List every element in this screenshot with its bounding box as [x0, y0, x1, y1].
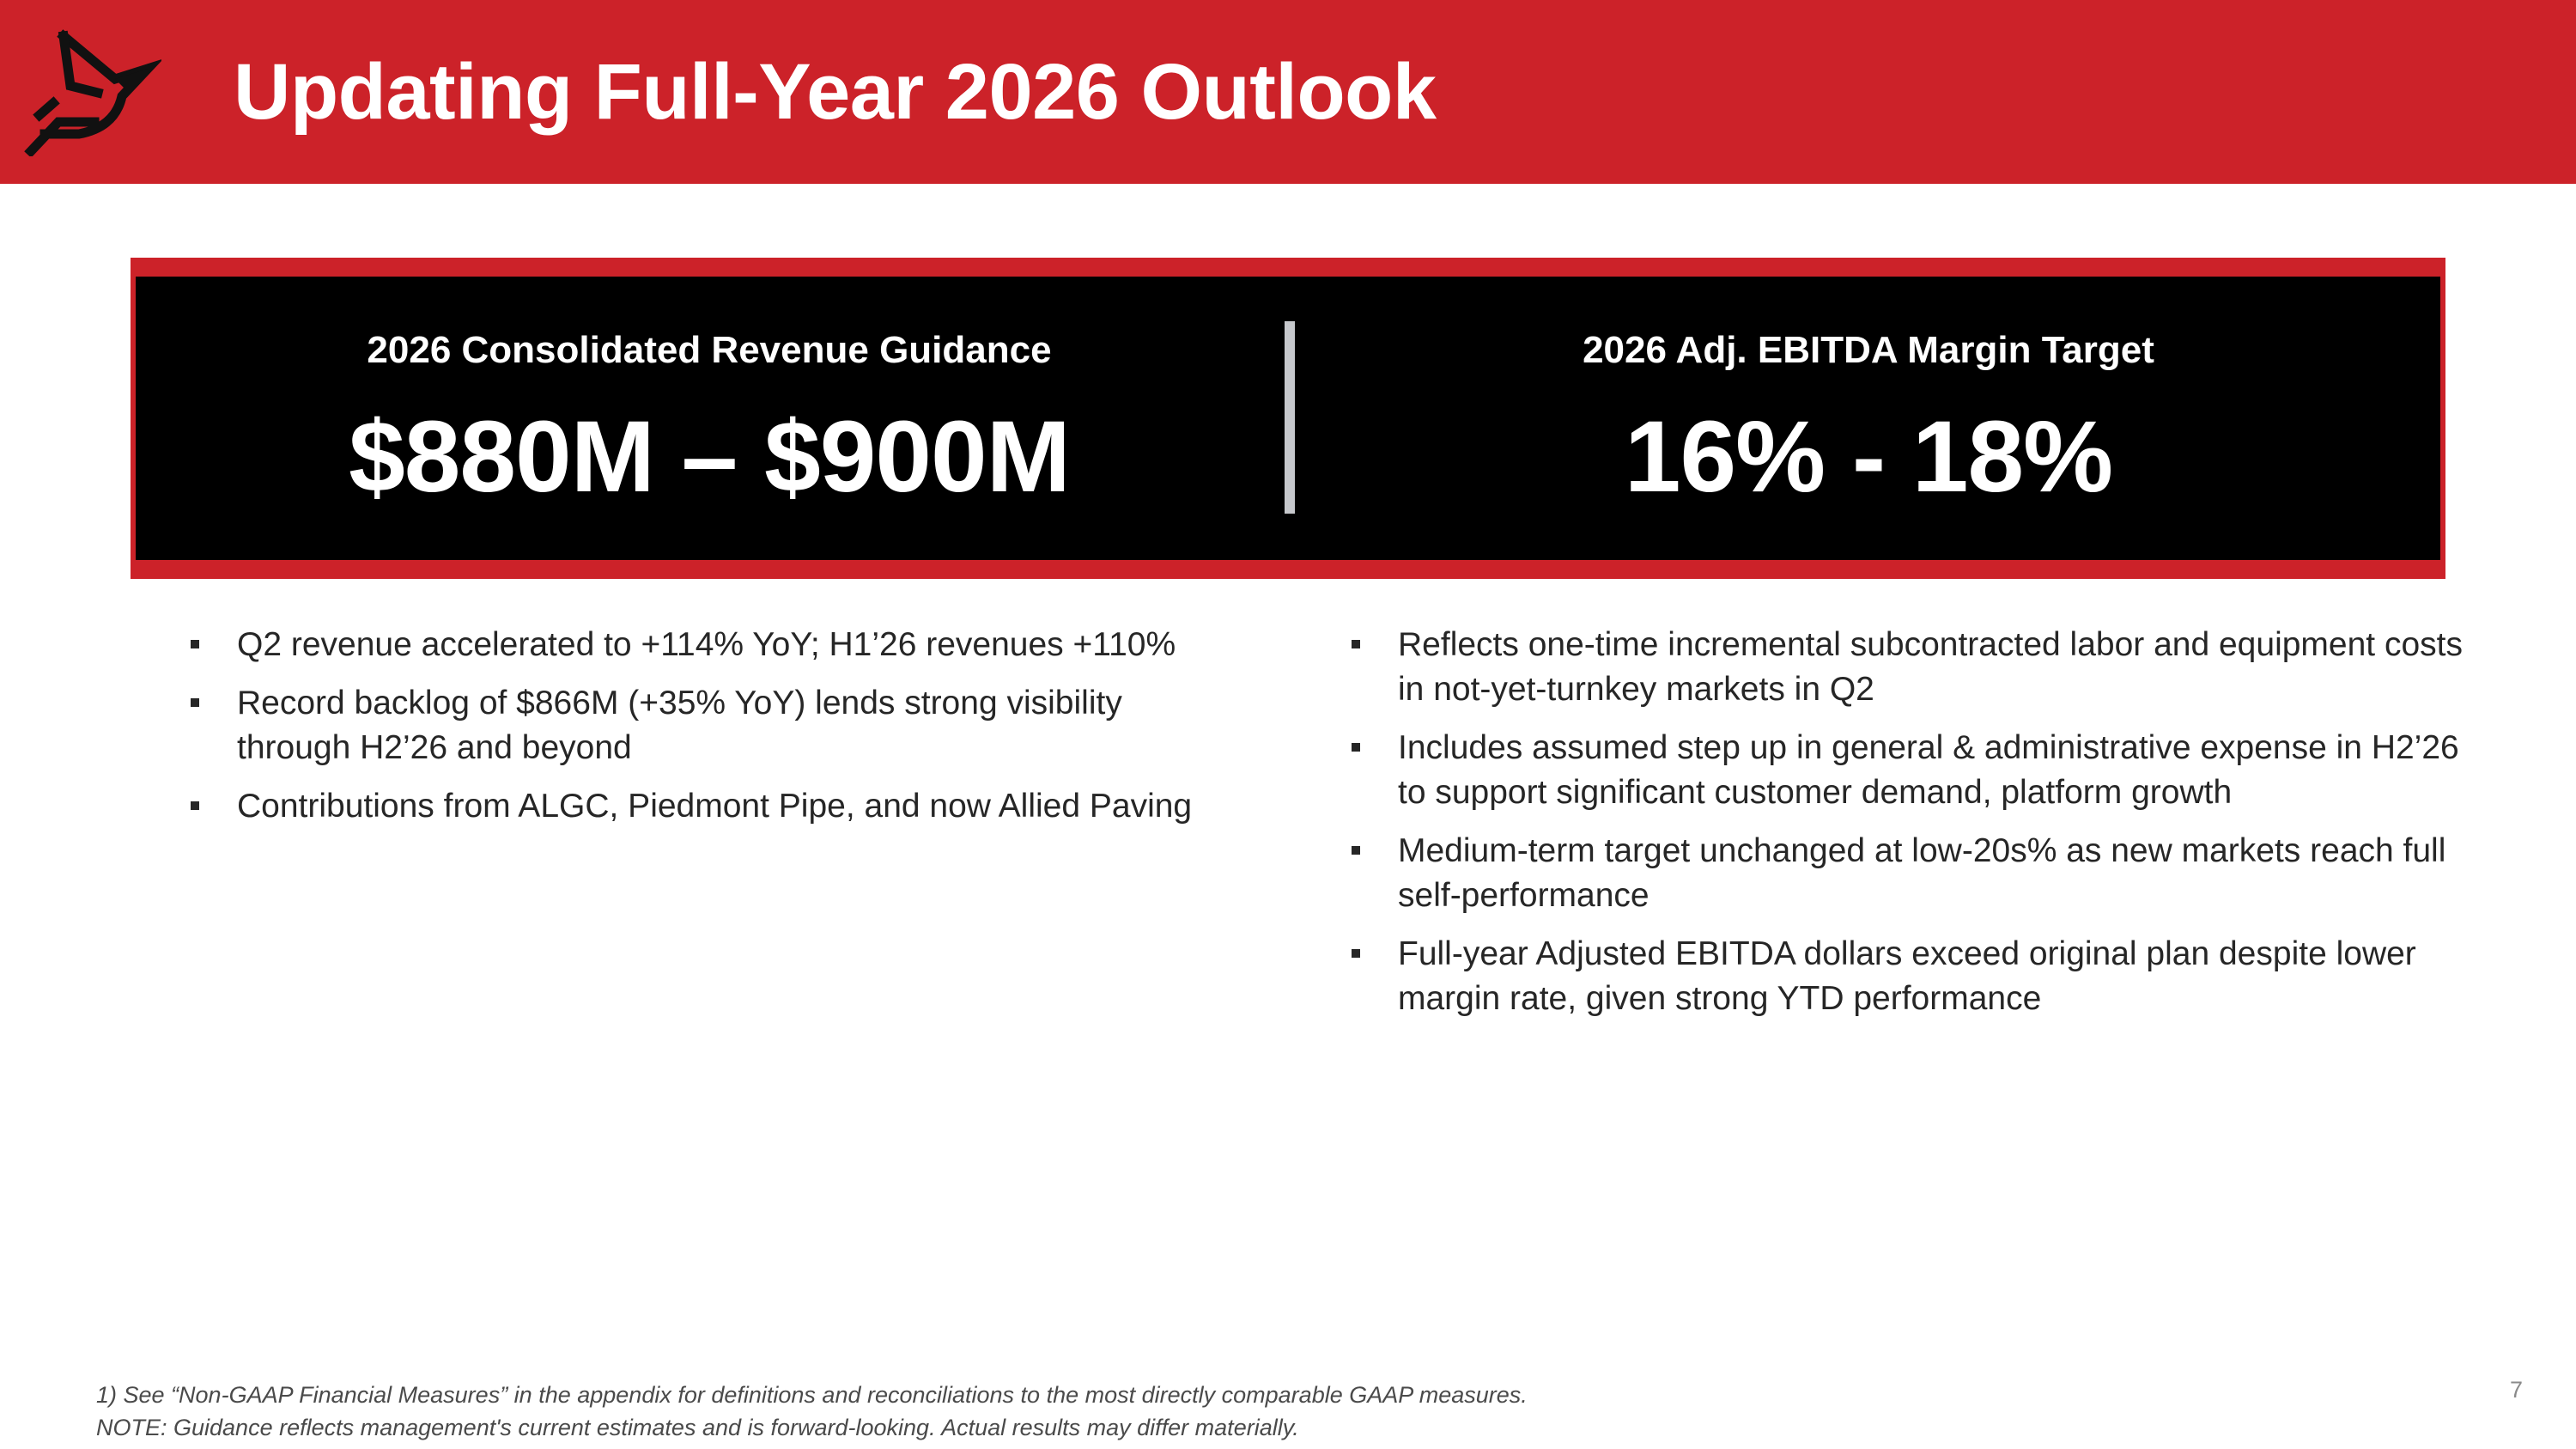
- bullet-square-icon: [1352, 846, 1360, 855]
- cardinal-bird-icon: [24, 29, 161, 156]
- revenue-guidance-value: $880M – $900M: [349, 400, 1071, 514]
- revenue-guidance: 2026 Consolidated Revenue Guidance $880M…: [136, 277, 1283, 560]
- page-title: Updating Full-Year 2026 Outlook: [234, 48, 1437, 136]
- list-item: Includes assumed step up in general & ad…: [1348, 726, 2490, 815]
- bullet-square-icon: [1352, 743, 1360, 752]
- list-item: Contributions from ALGC, Piedmont Pipe, …: [187, 784, 1218, 829]
- revenue-guidance-label: 2026 Consolidated Revenue Guidance: [367, 329, 1052, 371]
- bullet-square-icon: [1352, 949, 1360, 958]
- page-number: 7: [2509, 1377, 2523, 1403]
- bullet-text: Includes assumed step up in general & ad…: [1398, 729, 2459, 811]
- ebitda-target: 2026 Adj. EBITDA Margin Target 16% - 18%: [1297, 277, 2440, 560]
- bullet-text: Full-year Adjusted EBITDA dollars exceed…: [1398, 935, 2416, 1017]
- bullet-text: Q2 revenue accelerated to +114% YoY; H1’…: [237, 626, 1176, 663]
- list-item: Medium-term target unchanged at low-20s%…: [1348, 829, 2490, 918]
- footnote-guidance-note: NOTE: Guidance reflects management's cur…: [96, 1415, 1299, 1440]
- bullet-text: Medium-term target unchanged at low-20s%…: [1398, 832, 2446, 914]
- bullet-square-icon: [191, 640, 199, 648]
- bullet-text: Reflects one-time incremental subcontrac…: [1398, 626, 2463, 708]
- list-item: Full-year Adjusted EBITDA dollars exceed…: [1348, 932, 2490, 1021]
- bullet-text: Contributions from ALGC, Piedmont Pipe, …: [237, 788, 1193, 825]
- bullet-square-icon: [191, 698, 199, 707]
- footnotes: 1) See “Non-GAAP Financial Measures” in …: [96, 1379, 1528, 1444]
- list-item: Reflects one-time incremental subcontrac…: [1348, 623, 2490, 712]
- bullet-square-icon: [1352, 640, 1360, 648]
- guidance-box: 2026 Consolidated Revenue Guidance $880M…: [131, 258, 2445, 579]
- guidance-divider: [1285, 321, 1295, 514]
- ebitda-target-label: 2026 Adj. EBITDA Margin Target: [1583, 329, 2154, 371]
- bullet-text: Record backlog of $866M (+35% YoY) lends…: [237, 685, 1122, 766]
- bullet-square-icon: [191, 801, 199, 810]
- revenue-bullet-list: Q2 revenue accelerated to +114% YoY; H1’…: [187, 623, 1218, 843]
- list-item: Record backlog of $866M (+35% YoY) lends…: [187, 681, 1218, 770]
- list-item: Q2 revenue accelerated to +114% YoY; H1’…: [187, 623, 1218, 667]
- header-band: Updating Full-Year 2026 Outlook: [0, 0, 2576, 184]
- guidance-panel: 2026 Consolidated Revenue Guidance $880M…: [136, 277, 2440, 560]
- footnote-non-gaap: 1) See “Non-GAAP Financial Measures” in …: [96, 1382, 1528, 1408]
- ebitda-target-value: 16% - 18%: [1624, 400, 2113, 514]
- ebitda-bullet-list: Reflects one-time incremental subcontrac…: [1348, 623, 2490, 1035]
